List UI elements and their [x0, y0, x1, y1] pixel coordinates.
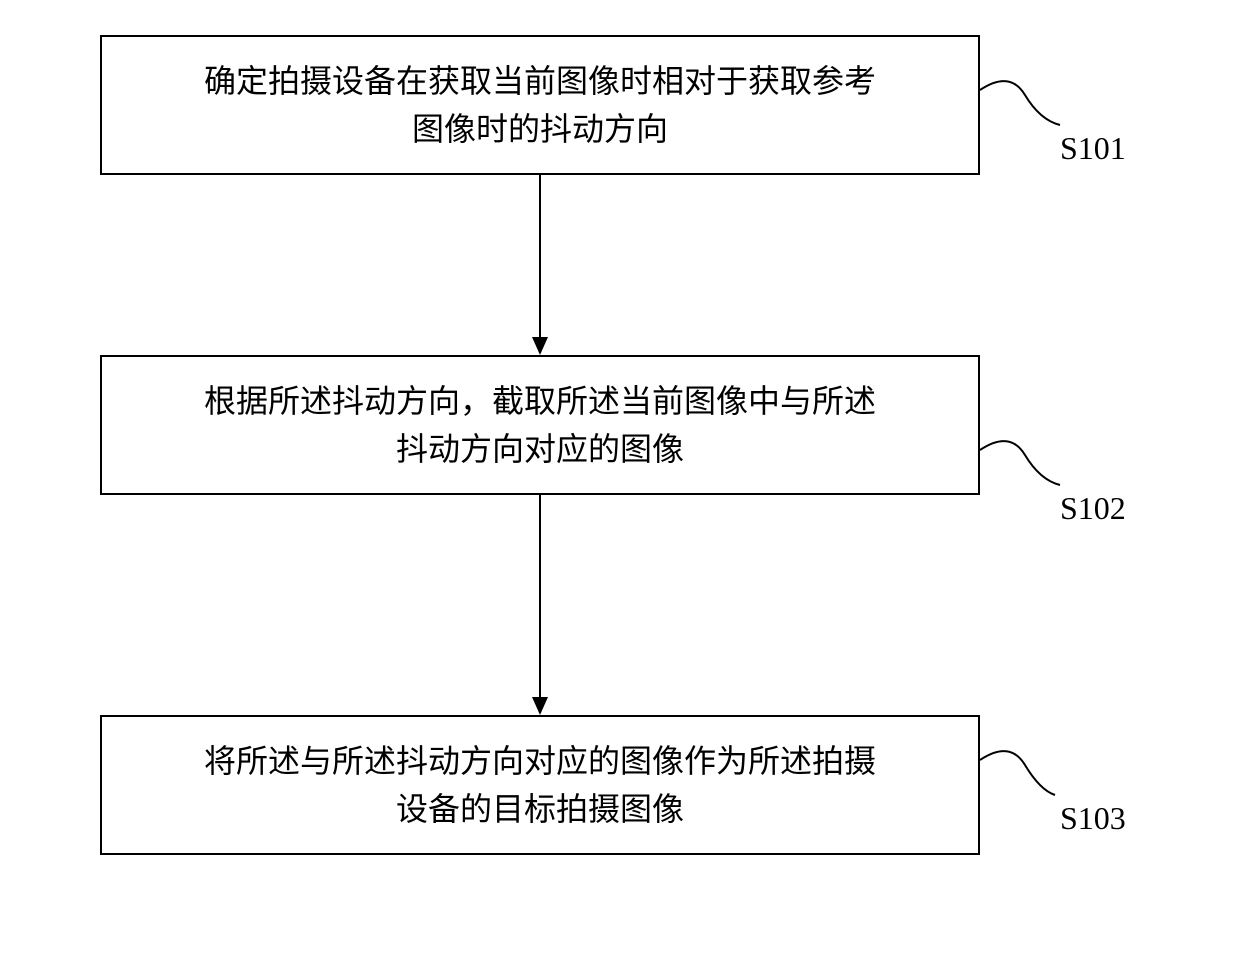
flowchart-container: 确定拍摄设备在获取当前图像时相对于获取参考 图像时的抖动方向 S101 根据所述… [0, 0, 1240, 973]
flow-step-1: 确定拍摄设备在获取当前图像时相对于获取参考 图像时的抖动方向 [100, 35, 980, 175]
arrow-2-to-3 [520, 495, 560, 715]
flow-step-2-line1: 根据所述抖动方向，截取所述当前图像中与所述 [204, 383, 876, 419]
flow-step-2-line2: 抖动方向对应的图像 [396, 431, 684, 467]
flow-step-3: 将所述与所述抖动方向对应的图像作为所述拍摄 设备的目标拍摄图像 [100, 715, 980, 855]
step-label-1: S101 [1060, 130, 1126, 167]
step-label-3: S103 [1060, 800, 1126, 837]
flow-step-1-text: 确定拍摄设备在获取当前图像时相对于获取参考 图像时的抖动方向 [204, 57, 876, 153]
flow-step-2-text: 根据所述抖动方向，截取所述当前图像中与所述 抖动方向对应的图像 [204, 377, 876, 473]
arrow-1-to-2 [520, 175, 560, 355]
flow-step-1-line2: 图像时的抖动方向 [412, 111, 668, 147]
flow-step-3-text: 将所述与所述抖动方向对应的图像作为所述拍摄 设备的目标拍摄图像 [204, 737, 876, 833]
flow-step-2: 根据所述抖动方向，截取所述当前图像中与所述 抖动方向对应的图像 [100, 355, 980, 495]
step-label-2: S102 [1060, 490, 1126, 527]
flow-step-3-line2: 设备的目标拍摄图像 [396, 791, 684, 827]
flow-step-3-line1: 将所述与所述抖动方向对应的图像作为所述拍摄 [204, 743, 876, 779]
flow-step-1-line1: 确定拍摄设备在获取当前图像时相对于获取参考 [204, 63, 876, 99]
